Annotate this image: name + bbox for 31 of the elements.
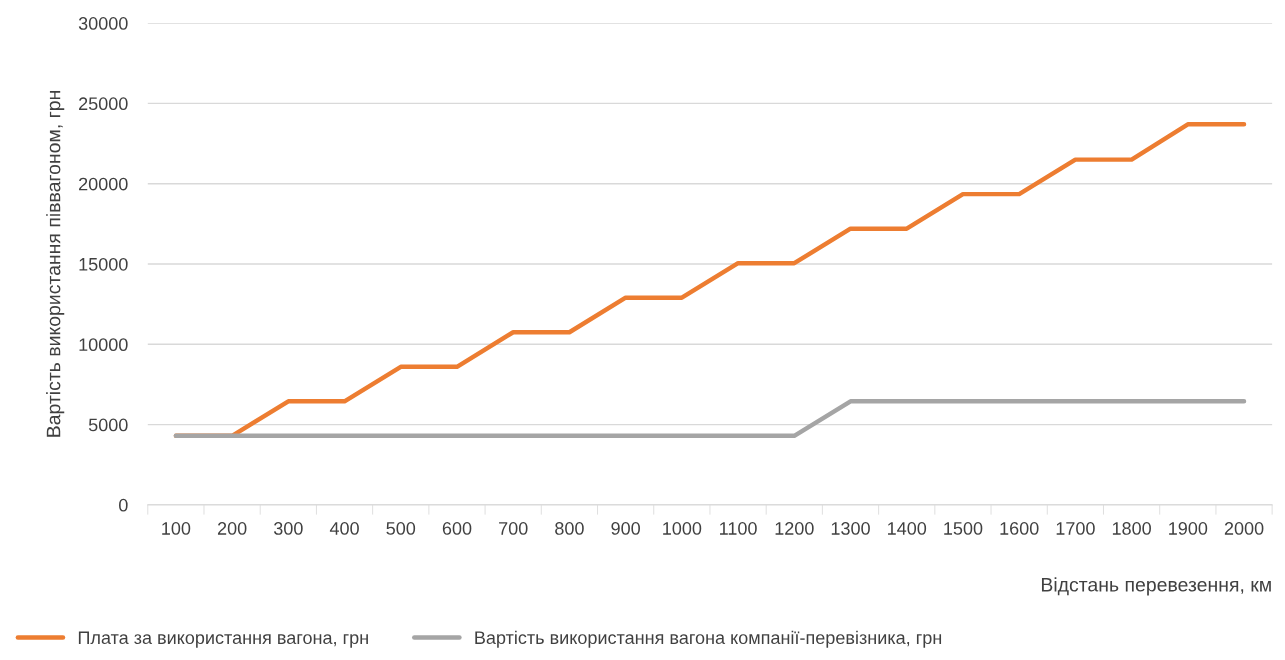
x-tick-label: 300 (273, 522, 303, 535)
x-tick-label: 2000 (1224, 522, 1264, 535)
x-tick-label: 1600 (1000, 522, 1039, 535)
x-tick-label: 500 (386, 522, 416, 535)
x-tick-label: 200 (217, 522, 247, 535)
y-tick-label: 30000 (78, 17, 128, 30)
y-axis-title: Вартість використання піввагоном, грн (46, 91, 65, 437)
x-tick-label: 700 (499, 522, 528, 535)
x-tick-label: 100 (162, 522, 191, 535)
legend-label: Вартість використання вагона компанії-перевізника, грн (475, 630, 942, 648)
x-tick-label: 900 (611, 522, 640, 535)
y-tick-label: 20000 (79, 177, 128, 191)
x-tick-label: 400 (329, 522, 359, 535)
x-tick-label: 600 (442, 522, 472, 535)
x-tick-label: 1300 (831, 522, 870, 535)
legend-label: Плата за використання вагона, грн (78, 631, 368, 648)
y-tick-label: 25000 (79, 97, 128, 111)
x-tick-label: 1900 (1169, 522, 1208, 535)
y-tick-label: 10000 (79, 338, 128, 352)
x-tick-label: 1700 (1056, 522, 1095, 535)
y-tick-label: 5000 (88, 418, 128, 432)
x-tick-label: 1000 (663, 522, 702, 535)
x-tick-label: 1500 (944, 522, 983, 535)
x-axis-title: Відстань перевезення, км (1041, 577, 1271, 596)
x-tick-label: 1100 (720, 522, 757, 535)
y-tick-label: 0 (119, 498, 128, 512)
x-tick-label: 1800 (1112, 522, 1151, 535)
x-tick-label: 1200 (775, 522, 814, 535)
x-tick-label: 1400 (888, 522, 927, 535)
y-tick-label: 15000 (79, 257, 128, 271)
x-tick-label: 800 (555, 522, 584, 535)
